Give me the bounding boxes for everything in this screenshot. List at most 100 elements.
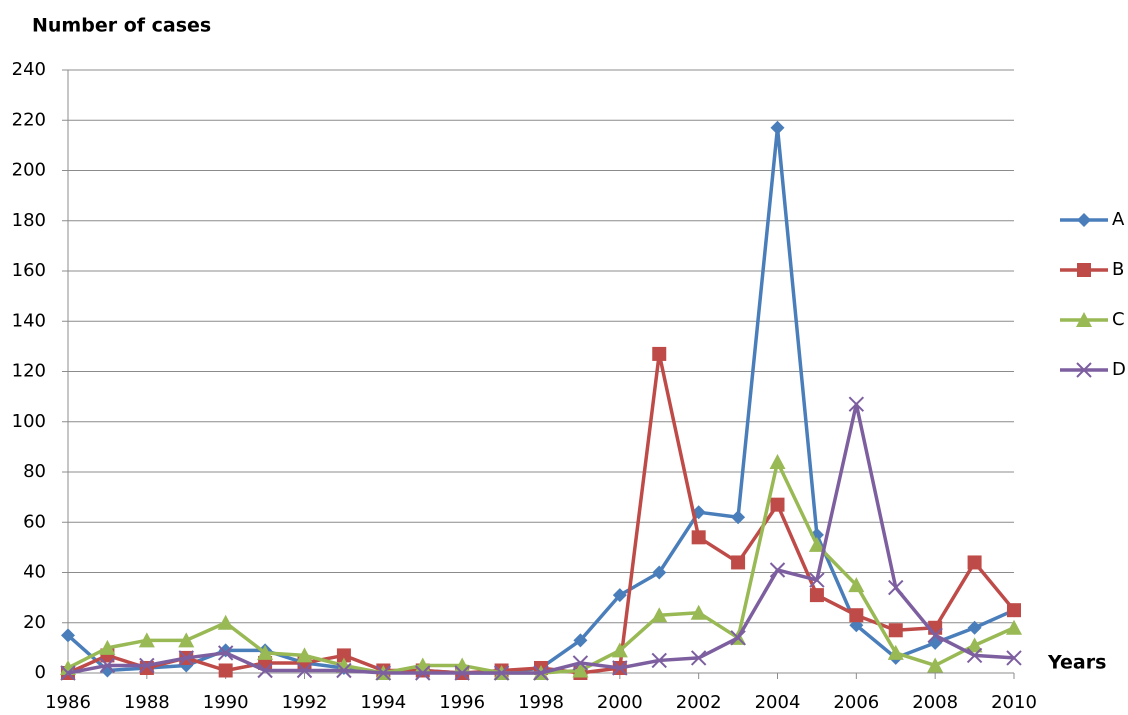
marker <box>218 663 233 678</box>
marker <box>573 633 588 648</box>
marker <box>927 657 944 673</box>
marker <box>612 588 627 603</box>
marker <box>887 644 904 660</box>
marker <box>257 662 273 679</box>
marker <box>138 632 155 648</box>
marker <box>454 665 470 681</box>
marker <box>60 665 76 681</box>
marker <box>336 648 351 663</box>
y-tick-label: 180 <box>12 210 46 231</box>
marker <box>652 565 667 580</box>
marker <box>849 608 864 623</box>
marker <box>375 665 392 681</box>
y-tick-label: 100 <box>12 411 46 432</box>
marker <box>572 662 589 678</box>
series <box>60 396 1022 681</box>
marker <box>966 637 983 653</box>
series-line <box>67 352 1016 675</box>
legend-marker <box>1077 263 1091 277</box>
series-line <box>67 402 1015 675</box>
marker <box>730 630 746 646</box>
y-tick-label: 220 <box>12 109 46 130</box>
marker <box>1007 603 1021 618</box>
series-line <box>66 126 1015 675</box>
x-tick-label: 2004 <box>755 692 801 713</box>
legend-label: B <box>1112 259 1124 280</box>
x-tick-label: 2002 <box>676 692 722 713</box>
marker <box>967 620 982 635</box>
x-tick-label: 1990 <box>203 692 249 713</box>
marker <box>809 572 825 588</box>
marker <box>770 120 785 135</box>
x-tick-label: 1988 <box>124 692 170 713</box>
marker <box>848 577 865 593</box>
marker <box>966 647 983 664</box>
marker <box>769 453 786 469</box>
x-tick-label: 1996 <box>439 692 485 713</box>
y-tick-label: 60 <box>23 511 46 532</box>
marker <box>731 510 746 525</box>
y-tick-label: 80 <box>23 461 46 482</box>
marker <box>651 607 668 623</box>
x-tick-label: 1986 <box>45 692 91 713</box>
marker <box>217 614 234 630</box>
x-tick-label: 1994 <box>360 692 406 713</box>
marker <box>848 396 865 412</box>
marker <box>178 650 194 666</box>
y-tick-label: 160 <box>12 260 46 281</box>
x-tick-label: 2010 <box>991 692 1037 713</box>
legend-marker <box>1076 312 1092 327</box>
x-tick-label: 2008 <box>912 692 958 713</box>
legend-label: A <box>1112 209 1125 230</box>
marker <box>533 665 549 681</box>
series-line <box>67 460 1015 675</box>
marker <box>691 530 706 545</box>
marker <box>731 555 746 570</box>
marker <box>296 662 313 679</box>
legend-label: C <box>1112 309 1125 330</box>
marker <box>651 652 667 669</box>
y-tick-label: 200 <box>12 160 46 181</box>
marker <box>888 623 903 638</box>
y-tick-label: 0 <box>35 662 46 683</box>
y-tick-label: 140 <box>12 310 46 331</box>
marker <box>612 660 628 676</box>
x-axis-title: Years <box>1047 652 1106 674</box>
x-tick-label: 2000 <box>597 692 643 713</box>
marker <box>217 645 234 661</box>
marker <box>809 588 824 603</box>
series <box>60 453 1022 680</box>
marker <box>572 655 589 671</box>
marker <box>611 642 628 658</box>
marker <box>335 657 352 673</box>
marker <box>493 665 510 681</box>
marker <box>99 657 116 674</box>
marker <box>808 536 825 552</box>
y-tick-label: 240 <box>12 59 46 80</box>
marker <box>178 632 195 648</box>
marker <box>415 665 431 681</box>
y-tick-label: 20 <box>23 612 46 633</box>
marker <box>257 644 274 660</box>
marker <box>769 562 786 578</box>
marker <box>967 555 982 570</box>
marker <box>336 662 352 679</box>
series <box>61 120 1021 680</box>
marker <box>1006 650 1022 666</box>
marker <box>652 346 667 361</box>
marker <box>99 639 116 655</box>
marker <box>1006 619 1022 635</box>
y-tick-label: 120 <box>12 361 46 382</box>
legend-marker <box>1077 213 1091 227</box>
y-axis-title: Number of cases <box>32 15 211 37</box>
x-tick-label: 1998 <box>518 692 564 713</box>
legend-marker <box>1076 362 1092 378</box>
y-tick-label: 40 <box>23 562 46 583</box>
x-tick-label: 1992 <box>282 692 328 713</box>
marker <box>139 657 155 674</box>
marker <box>296 647 313 663</box>
marker <box>61 628 75 643</box>
marker <box>690 604 707 620</box>
